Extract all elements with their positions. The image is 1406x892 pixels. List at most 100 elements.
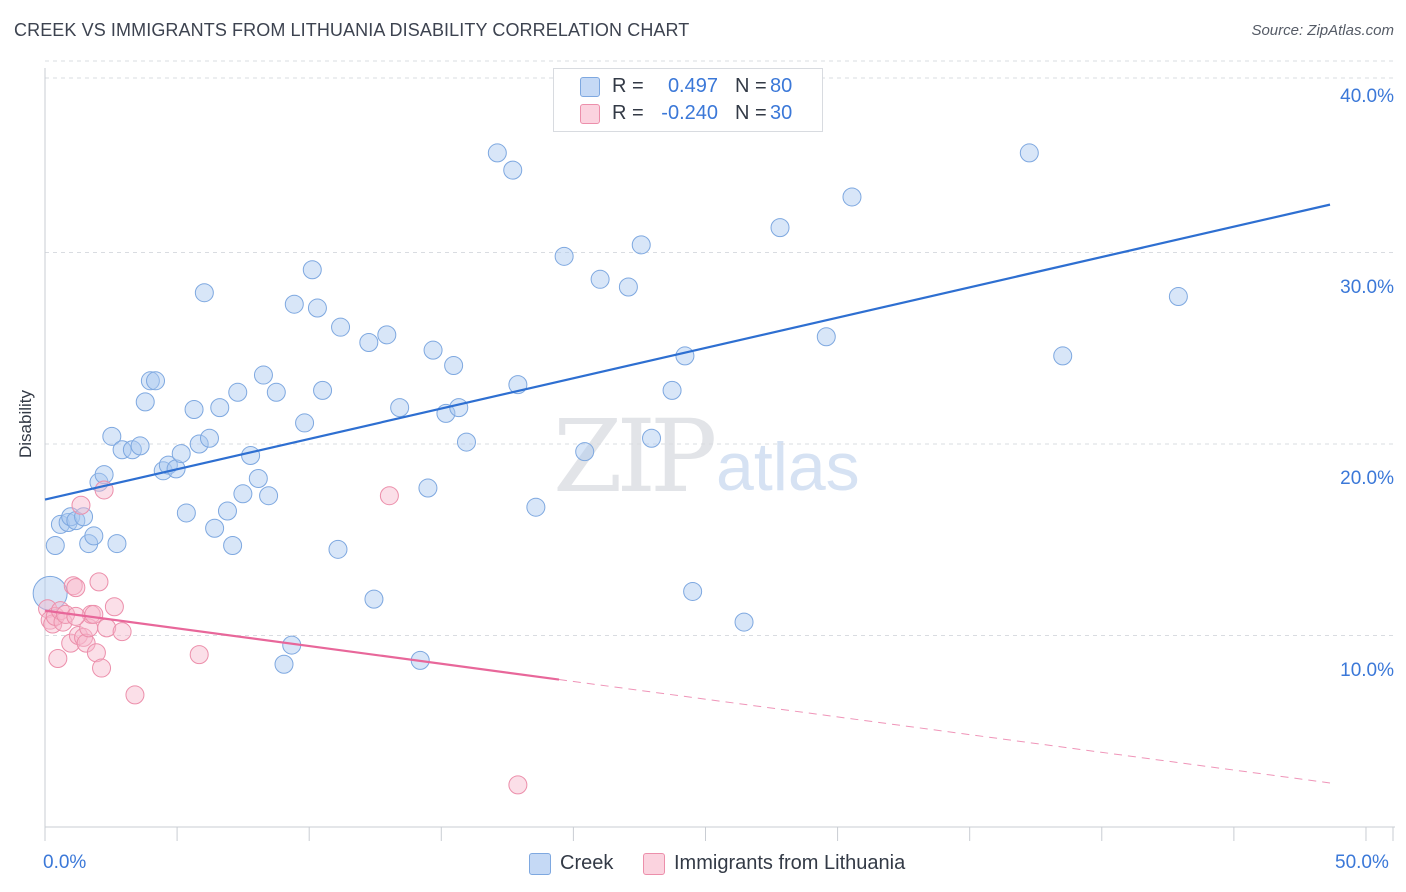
y-tick-label-30: 30.0% bbox=[1340, 277, 1394, 298]
lithuania-legend-label: Immigrants from Lithuania bbox=[674, 852, 906, 874]
lithuania-point bbox=[92, 658, 112, 678]
creek-point bbox=[675, 346, 695, 366]
creek-point bbox=[210, 398, 230, 418]
creek-point bbox=[631, 235, 651, 255]
lithuania-swatch bbox=[580, 104, 600, 124]
creek-point bbox=[590, 269, 610, 289]
x-axis-max-label: 50.0% bbox=[1335, 852, 1389, 873]
lithuania-point bbox=[104, 597, 124, 617]
axes bbox=[44, 68, 1395, 841]
creek-point bbox=[140, 371, 160, 391]
creek-point bbox=[770, 218, 790, 238]
creek-point bbox=[487, 143, 507, 163]
y-axis-title: Disability bbox=[16, 389, 35, 458]
creek-point bbox=[74, 507, 94, 527]
creek-point bbox=[84, 526, 104, 546]
lithuania-point bbox=[63, 576, 83, 596]
creek-point bbox=[189, 434, 209, 454]
creek-point bbox=[1053, 346, 1073, 366]
creek-point bbox=[274, 654, 294, 674]
creek-legend-swatch bbox=[529, 853, 551, 875]
creek-point bbox=[364, 589, 384, 609]
lithuania-point bbox=[61, 633, 81, 653]
creek-point bbox=[176, 503, 196, 523]
creek-point bbox=[328, 539, 348, 559]
creek-point bbox=[1019, 143, 1039, 163]
creek-point bbox=[503, 160, 523, 180]
n-value: 30 bbox=[770, 102, 793, 124]
creek-point bbox=[171, 444, 191, 464]
lithuania-point bbox=[125, 685, 145, 705]
creek-legend-label: Creek bbox=[560, 852, 614, 874]
creek-point bbox=[112, 440, 132, 460]
creek-point bbox=[359, 333, 379, 353]
source-label: Source: ZipAtlas.com bbox=[1251, 22, 1394, 39]
lithuania-trend-extension bbox=[558, 679, 1331, 784]
creek-point bbox=[618, 277, 638, 297]
creek-points bbox=[32, 143, 1188, 674]
creek-point bbox=[444, 355, 464, 375]
creek-point bbox=[248, 468, 268, 488]
lithuania-point bbox=[189, 645, 209, 665]
creek-point bbox=[228, 382, 248, 402]
creek-point bbox=[390, 398, 410, 418]
creek-point bbox=[575, 442, 595, 462]
lithuania-point bbox=[48, 648, 68, 668]
creek-point bbox=[284, 294, 304, 314]
creek-point bbox=[1168, 287, 1188, 307]
creek-point bbox=[449, 398, 469, 418]
lithuania-point bbox=[86, 643, 106, 663]
creek-point bbox=[302, 260, 322, 280]
lithuania-point bbox=[84, 604, 104, 624]
n-value: 80 bbox=[770, 75, 793, 97]
r-value: 0.497 bbox=[667, 75, 718, 97]
n-label: N = bbox=[735, 102, 767, 124]
lithuania-point bbox=[89, 572, 109, 592]
chart-title: CREEK VS IMMIGRANTS FROM LITHUANIA DISAB… bbox=[14, 20, 690, 40]
creek-point bbox=[146, 371, 166, 391]
watermark-atlas: atlas bbox=[716, 429, 860, 505]
correlation-legend: R = 0.497 N = 80 R = -0.240 N = 30 bbox=[553, 68, 823, 132]
creek-point bbox=[313, 380, 333, 400]
lithuania-point bbox=[112, 622, 132, 642]
lithuania-trend-line bbox=[44, 609, 560, 681]
lithuania-point bbox=[76, 633, 96, 653]
lithuania-point bbox=[379, 486, 399, 506]
creek-point bbox=[102, 426, 122, 446]
trend-lines bbox=[44, 203, 1331, 784]
creek-point bbox=[45, 535, 65, 555]
creek-point bbox=[377, 325, 397, 345]
creek-point bbox=[135, 392, 155, 412]
creek-point bbox=[456, 432, 476, 452]
watermark-zip: ZIP bbox=[553, 398, 717, 515]
creek-point bbox=[734, 612, 754, 632]
lithuania-point bbox=[508, 775, 528, 795]
lithuania-point bbox=[71, 495, 91, 515]
creek-point bbox=[50, 514, 70, 534]
n-label: N = bbox=[735, 75, 767, 97]
creek-trend-line bbox=[44, 203, 1331, 501]
creek-point bbox=[526, 497, 546, 517]
creek-point bbox=[259, 486, 279, 506]
y-tick-label-40: 40.0% bbox=[1340, 86, 1394, 107]
creek-point bbox=[423, 340, 443, 360]
lithuania-point bbox=[66, 578, 86, 598]
creek-point bbox=[241, 445, 261, 465]
r-label: R = bbox=[612, 75, 644, 97]
creek-point bbox=[331, 317, 351, 337]
creek-point bbox=[107, 534, 127, 554]
creek-point bbox=[94, 465, 114, 485]
creek-point bbox=[205, 518, 225, 538]
creek-point bbox=[642, 428, 662, 448]
y-tick-label-20: 20.0% bbox=[1340, 468, 1394, 489]
creek-point bbox=[223, 535, 243, 555]
creek-swatch bbox=[580, 77, 600, 97]
lithuania-legend-swatch bbox=[643, 853, 665, 875]
creek-point bbox=[266, 382, 286, 402]
creek-point bbox=[307, 298, 327, 318]
r-label: R = bbox=[612, 102, 644, 124]
creek-point bbox=[199, 428, 219, 448]
r-value: -0.240 bbox=[661, 102, 718, 124]
creek-point bbox=[662, 380, 682, 400]
